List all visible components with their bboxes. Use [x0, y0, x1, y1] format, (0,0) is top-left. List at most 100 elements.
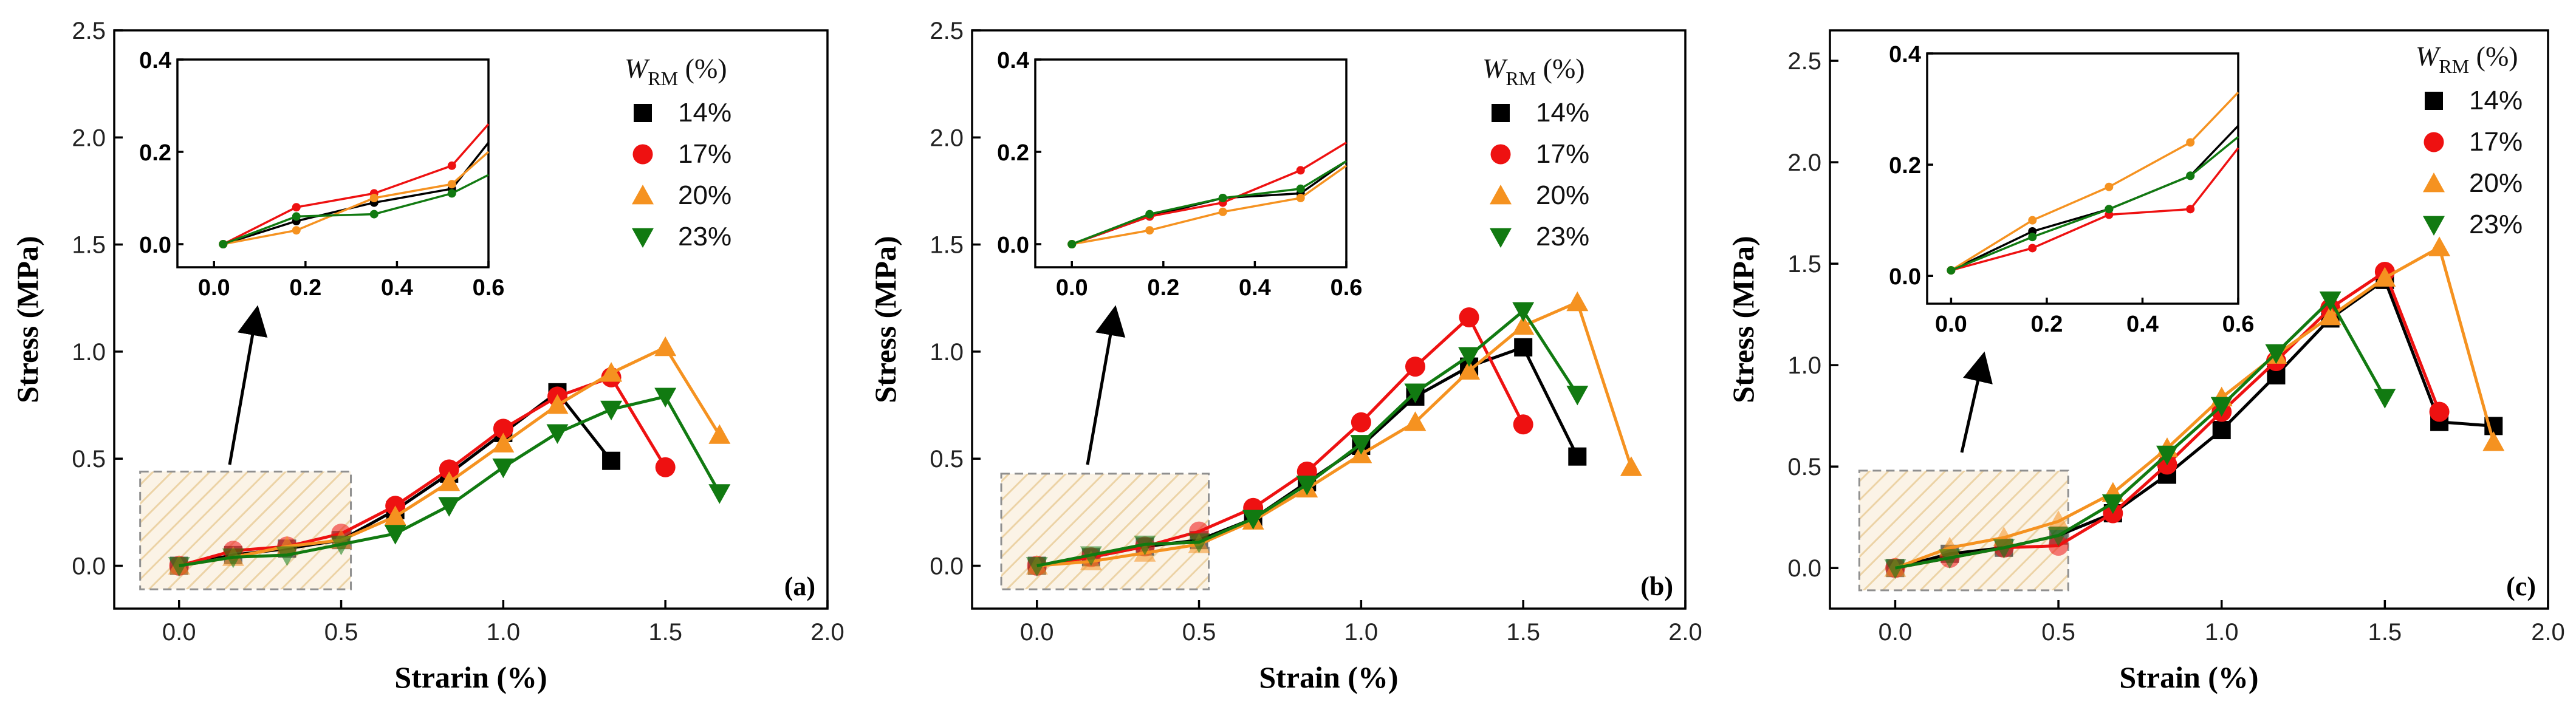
zoom-arrow	[228, 305, 268, 465]
data-point	[1512, 302, 1535, 322]
x-tick-label: 1.0	[1345, 619, 1379, 646]
data-point	[2374, 267, 2396, 287]
legend-marker-14	[1492, 104, 1510, 122]
panel-b: 0.0 0.5 1.0 1.5 2.0 0.0 0.5 1.0 1.5 2.0 2.5 Strain …	[868, 18, 1702, 694]
data-point	[384, 505, 406, 525]
x-tick-label: 0.0	[1879, 619, 1913, 646]
inset-series-line-14	[1071, 160, 1348, 245]
inset-data-point	[2186, 171, 2195, 180]
data-point	[1351, 412, 1371, 432]
y-tick-label: 0.5	[72, 446, 106, 473]
x-tick-label: 1.5	[2368, 619, 2402, 646]
data-point	[2212, 421, 2231, 440]
inset-data-point	[292, 203, 301, 212]
data-point	[1188, 533, 1210, 553]
data-point	[1405, 357, 1425, 377]
data-point	[708, 484, 731, 504]
plot-frame	[1829, 29, 2549, 610]
y-tick-label: 2.0	[930, 125, 964, 151]
inset-x-tick-label: 0.2	[1147, 275, 1179, 301]
data-point	[438, 497, 461, 517]
series-line-17	[179, 375, 667, 567]
inset-data-point	[1145, 210, 1154, 219]
legend-title-subscript: RM	[1506, 67, 1536, 89]
x-axis-title: Strain (%)	[2119, 660, 2258, 694]
inset-x-tick-label: 0.6	[2222, 312, 2255, 337]
legend-marker-23	[632, 228, 654, 248]
data-point	[602, 451, 621, 470]
data-point	[600, 400, 623, 421]
y-tick-label: 1.5	[1787, 251, 1821, 278]
zoom-arrow	[1960, 351, 1993, 453]
inset-x-tick-label: 0.0	[1935, 312, 1967, 337]
data-point	[1404, 411, 1427, 431]
y-tick-label: 0.0	[930, 553, 964, 579]
inset-x-tick-label: 0.4	[381, 275, 413, 301]
legend-label-14: 14%	[678, 98, 731, 128]
inset-data-point	[1296, 184, 1305, 193]
inset-data-point	[2105, 205, 2114, 214]
data-point	[1296, 476, 1318, 496]
x-tick-label: 1.0	[487, 619, 521, 646]
data-point	[2482, 431, 2505, 451]
data-point	[2210, 397, 2233, 417]
data-point	[2265, 344, 2287, 364]
data-point	[708, 424, 731, 444]
data-point	[1458, 347, 1481, 367]
data-point	[2102, 494, 2124, 514]
data-point	[2047, 510, 2070, 530]
data-point	[439, 459, 459, 480]
series-line-17	[1036, 315, 1525, 567]
x-tick-label: 0.0	[1020, 619, 1054, 646]
legend-title-subscript: RM	[2439, 55, 2469, 77]
y-tick-label: 2.0	[72, 125, 106, 151]
x-tick-label: 0.5	[324, 619, 358, 646]
inset-data-point	[447, 189, 456, 198]
inset-y-tick-label: 0.2	[997, 140, 1029, 166]
legend-label-17: 17%	[678, 139, 731, 169]
inset-data-point	[1145, 226, 1154, 235]
panel-label: (b)	[1640, 572, 1673, 601]
data-point	[1620, 456, 1642, 476]
data-point	[2374, 389, 2396, 409]
inset-chart: 0.0 0.2 0.4 0.6 0.0 0.2 0.4	[1889, 42, 2254, 337]
data-point	[1513, 414, 1533, 435]
y-tick-label: 1.5	[930, 232, 964, 259]
zoom-arrow	[1086, 305, 1126, 465]
inset-y-tick-label: 0.0	[139, 233, 171, 258]
inset-data-point	[1947, 266, 1956, 275]
inset-chart: 0.0 0.2 0.4 0.6 0.0 0.2 0.4	[997, 48, 1362, 301]
inset-x-tick-label: 0.4	[2126, 312, 2159, 337]
inset-data-point	[447, 161, 456, 170]
legend-label-23: 23%	[1536, 222, 1589, 251]
inset-x-tick-label: 0.2	[2031, 312, 2063, 337]
legend-marker-23	[2423, 216, 2445, 236]
inset-data-point	[2105, 182, 2114, 191]
x-tick-label: 2.0	[1668, 619, 1702, 646]
inset-chart: 0.0 0.2 0.4 0.6 0.0 0.2 0.4	[139, 48, 504, 301]
y-axis-title: Stress (MPa)	[868, 236, 902, 403]
y-tick-label: 1.5	[72, 232, 106, 259]
inset-x-tick-label: 0.6	[1331, 275, 1363, 301]
inset-y-tick-label: 0.4	[997, 48, 1029, 73]
data-point	[330, 535, 352, 556]
data-point	[2429, 401, 2450, 422]
data-point	[492, 458, 515, 479]
data-point	[600, 362, 623, 382]
data-point	[1566, 386, 1589, 406]
y-tick-label: 0.5	[1787, 454, 1821, 480]
legend-label-20: 20%	[1536, 180, 1589, 210]
data-point	[1459, 307, 1479, 327]
legend-marker-17	[632, 144, 653, 165]
y-tick-label: 2.5	[930, 18, 964, 44]
x-tick-label: 0.5	[2041, 619, 2075, 646]
legend-marker-20	[1490, 185, 1512, 205]
y-tick-label: 0.5	[930, 446, 964, 473]
inset-data-point	[1296, 166, 1305, 175]
data-point	[654, 336, 677, 357]
data-point	[438, 471, 461, 491]
inset-y-tick-label: 0.2	[1889, 153, 1921, 179]
data-point	[2156, 445, 2179, 466]
data-point	[384, 525, 406, 545]
inset-series-line-23	[1071, 160, 1347, 245]
